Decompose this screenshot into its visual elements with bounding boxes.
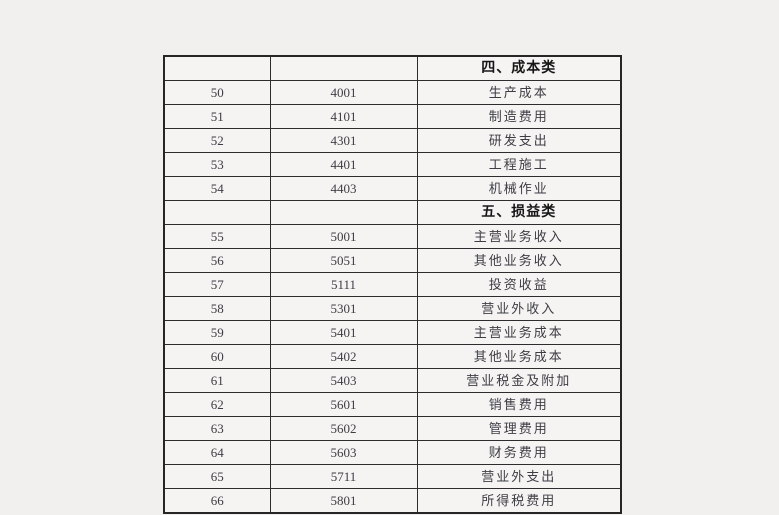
name-cell: 投资收益: [416, 272, 622, 297]
serial-cell: 63: [163, 416, 271, 441]
name-cell: 生产成本: [416, 80, 622, 105]
table-row: 56 5051 其他业务收入: [163, 248, 622, 273]
code-cell: 4401: [269, 152, 418, 177]
table-row: 65 5711 营业外支出: [163, 464, 622, 489]
table-row: 58 5301 营业外收入: [163, 296, 622, 321]
table-row: 50 4001 生产成本: [163, 80, 622, 105]
serial-cell: 55: [163, 224, 271, 249]
serial-cell: 64: [163, 440, 271, 465]
table-row: 61 5403 营业税金及附加: [163, 368, 622, 393]
name-cell: 主营业务成本: [416, 320, 622, 345]
code-cell: 5403: [269, 368, 418, 393]
table-body: 四、成本类 50 4001 生产成本 51 4101 制造费用 52 4301 研发支出 53 440…: [163, 55, 622, 514]
table-row: 57 5111 投资收益: [163, 272, 622, 297]
code-cell: 5051: [269, 248, 418, 273]
table-row: 62 5601 销售费用: [163, 392, 622, 417]
table-row: 51 4101 制造费用: [163, 104, 622, 129]
serial-cell: 59: [163, 320, 271, 345]
name-cell: 营业外收入: [416, 296, 622, 321]
serial-cell: [163, 200, 271, 225]
code-cell: 5301: [269, 296, 418, 321]
table-row: 60 5402 其他业务成本: [163, 344, 622, 369]
name-cell: 其他业务成本: [416, 344, 622, 369]
name-cell: 销售费用: [416, 392, 622, 417]
code-cell: 4001: [269, 80, 418, 105]
serial-cell: 50: [163, 80, 271, 105]
table-row: 55 5001 主营业务收入: [163, 224, 622, 249]
code-cell: 5602: [269, 416, 418, 441]
code-cell: 5111: [269, 272, 418, 297]
name-cell: 其他业务收入: [416, 248, 622, 273]
table-row: 59 5401 主营业务成本: [163, 320, 622, 345]
name-cell: 财务费用: [416, 440, 622, 465]
table-row: 63 5602 管理费用: [163, 416, 622, 441]
name-cell: 主营业务收入: [416, 224, 622, 249]
code-cell: 5402: [269, 344, 418, 369]
name-cell: 所得税费用: [416, 488, 622, 514]
serial-cell: 52: [163, 128, 271, 153]
name-cell: 营业外支出: [416, 464, 622, 489]
code-cell: 5601: [269, 392, 418, 417]
section-header-row: 五、损益类: [163, 200, 622, 225]
name-cell: 工程施工: [416, 152, 622, 177]
serial-cell: 65: [163, 464, 271, 489]
name-cell: 研发支出: [416, 128, 622, 153]
code-cell: 5603: [269, 440, 418, 465]
serial-cell: 61: [163, 368, 271, 393]
serial-cell: 53: [163, 152, 271, 177]
code-cell: 5801: [269, 488, 418, 514]
chart-of-accounts-table: 四、成本类 50 4001 生产成本 51 4101 制造费用 52 4301 研发支出 53 440…: [163, 55, 622, 514]
serial-cell: 51: [163, 104, 271, 129]
serial-cell: 62: [163, 392, 271, 417]
serial-cell: 66: [163, 488, 271, 514]
code-cell: 4403: [269, 176, 418, 201]
name-cell: 机械作业: [416, 176, 622, 201]
code-cell: [269, 55, 418, 81]
serial-cell: 60: [163, 344, 271, 369]
code-cell: 4101: [269, 104, 418, 129]
table-row: 52 4301 研发支出: [163, 128, 622, 153]
code-cell: 5001: [269, 224, 418, 249]
code-cell: 4301: [269, 128, 418, 153]
serial-cell: 54: [163, 176, 271, 201]
name-cell: 制造费用: [416, 104, 622, 129]
serial-cell: 57: [163, 272, 271, 297]
table-row: 66 5801 所得税费用: [163, 488, 622, 514]
serial-cell: 56: [163, 248, 271, 273]
serial-cell: [163, 55, 271, 81]
name-cell: 四、成本类: [416, 55, 622, 81]
section-header-row: 四、成本类: [163, 55, 622, 81]
table-row: 54 4403 机械作业: [163, 176, 622, 201]
serial-cell: 58: [163, 296, 271, 321]
table-row: 64 5603 财务费用: [163, 440, 622, 465]
code-cell: 5711: [269, 464, 418, 489]
name-cell: 管理费用: [416, 416, 622, 441]
name-cell: 五、损益类: [416, 200, 622, 225]
code-cell: [269, 200, 418, 225]
name-cell: 营业税金及附加: [416, 368, 622, 393]
table-row: 53 4401 工程施工: [163, 152, 622, 177]
code-cell: 5401: [269, 320, 418, 345]
